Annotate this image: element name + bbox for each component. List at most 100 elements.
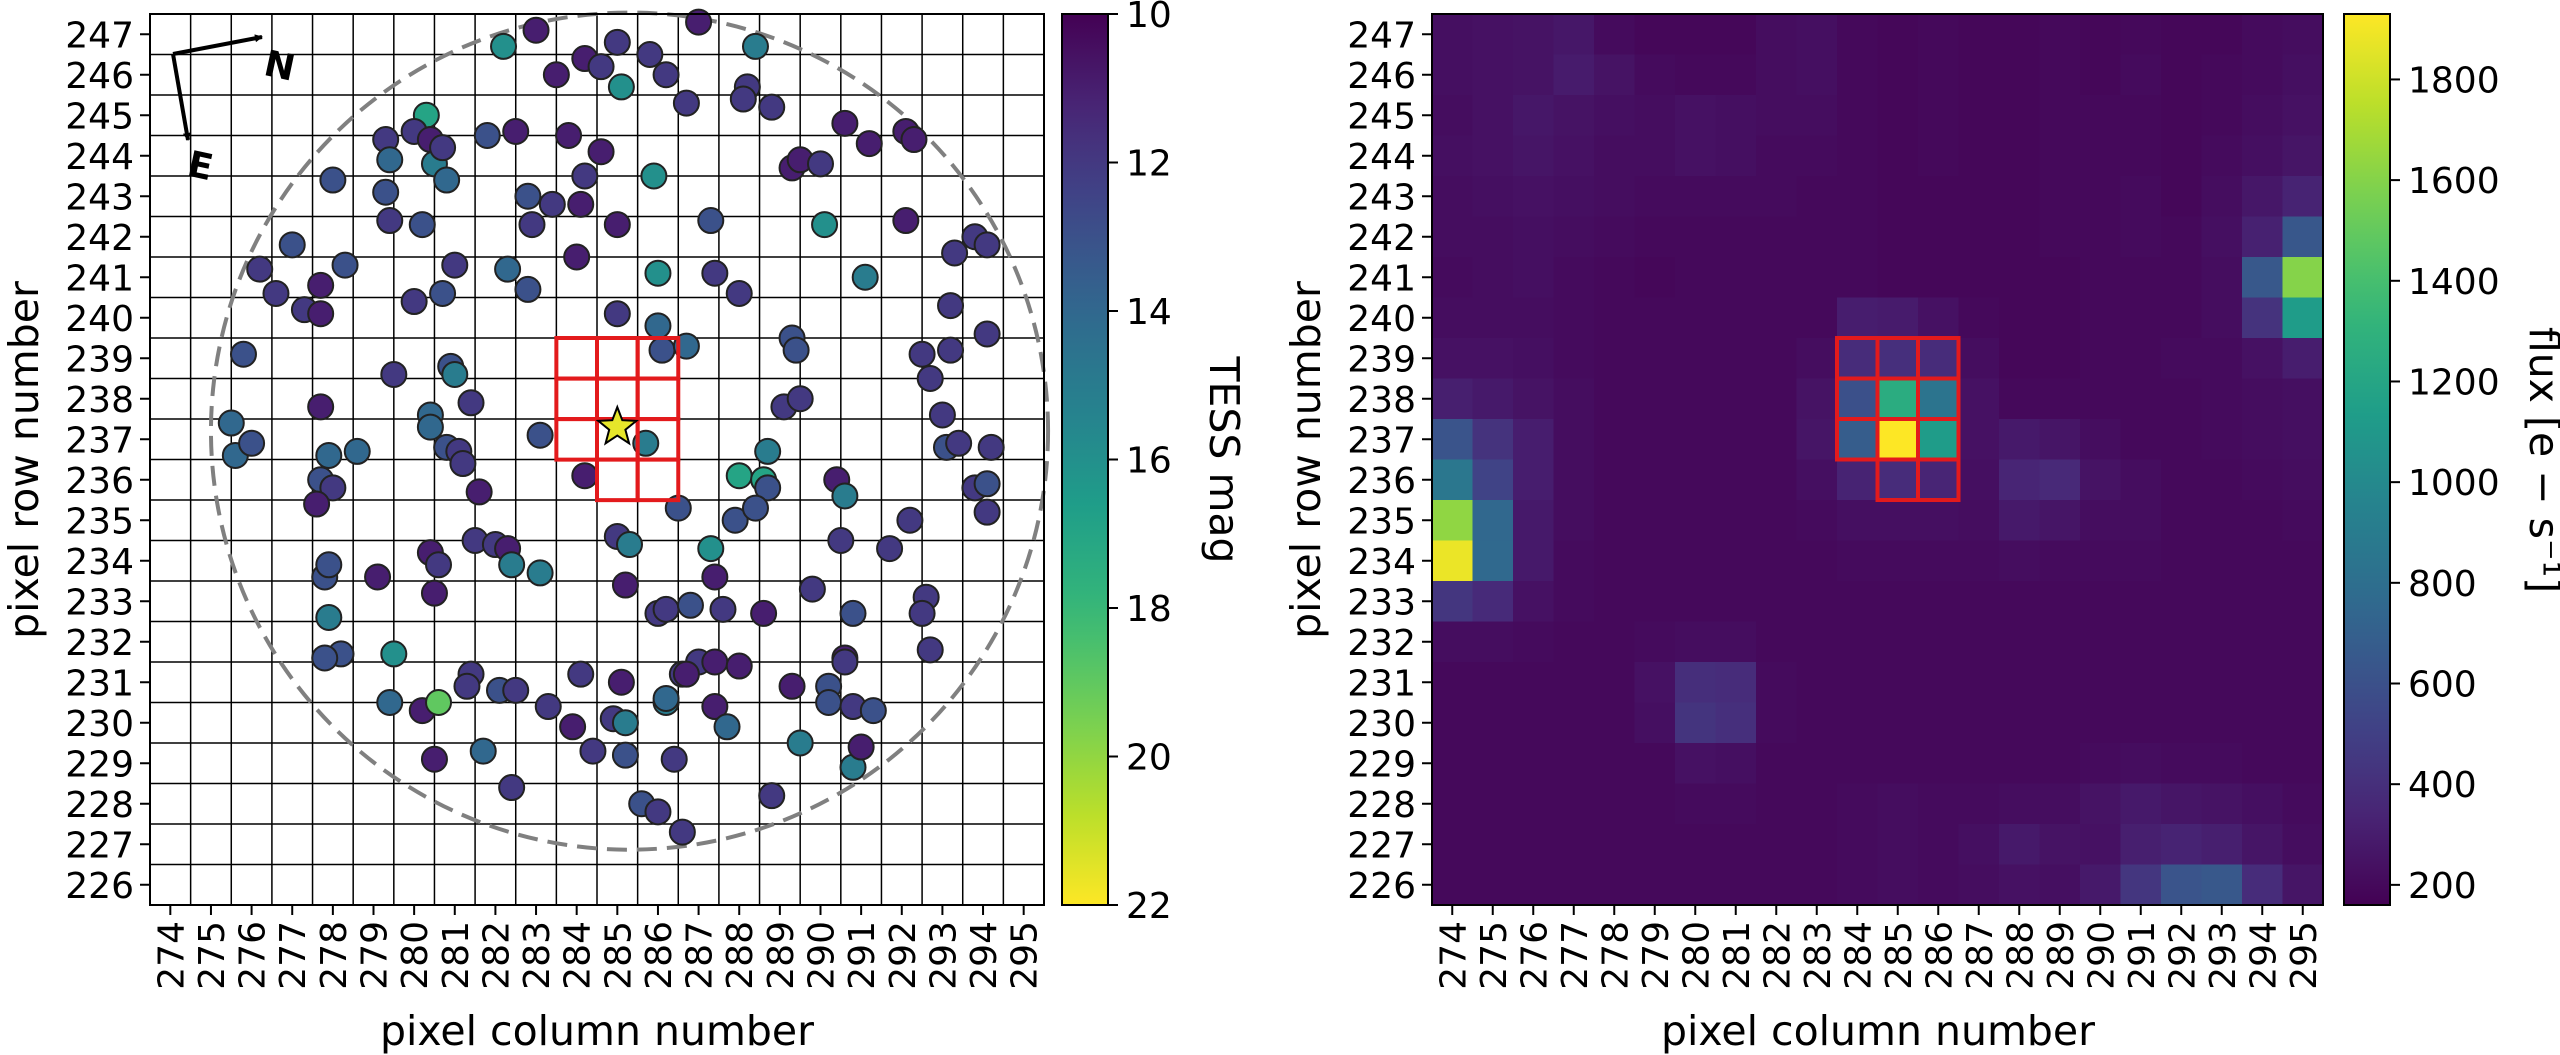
heatmap-cell: [2282, 459, 2324, 501]
heatmap-cell: [1756, 702, 1798, 744]
star-marker: [709, 595, 737, 623]
heatmap-cell: [1594, 459, 1636, 501]
x-tick-label: 289: [2041, 921, 2082, 990]
heatmap-cell: [2282, 743, 2324, 785]
heatmap-cell: [2080, 419, 2122, 461]
heatmap-cell: [1958, 338, 2000, 380]
heatmap-cell: [2282, 500, 2324, 542]
heatmap-cell: [1715, 864, 1757, 906]
heatmap-cell: [2080, 14, 2122, 56]
colorbar-tick-label: 12: [1126, 144, 1172, 185]
heatmap-cell: [2161, 459, 2203, 501]
star-marker: [542, 61, 570, 89]
heatmap-cell: [1837, 540, 1879, 582]
heatmap-cell: [1675, 54, 1717, 96]
heatmap-cell: [2242, 540, 2284, 582]
star-marker: [380, 640, 408, 668]
heatmap-cell: [1594, 338, 1636, 380]
heatmap-cell: [1715, 14, 1757, 56]
heatmap-cell: [1756, 14, 1798, 56]
star-marker: [685, 8, 713, 36]
heatmap-cell: [1918, 500, 1960, 542]
heatmap-cell: [1432, 257, 1474, 299]
heatmap-cell: [1432, 783, 1474, 825]
star-marker: [571, 462, 599, 490]
magnitude-colorbar-ticks: 10 12 14 16 18 20 22: [1108, 0, 1172, 927]
star-marker: [498, 774, 526, 802]
heatmap-cell: [1958, 54, 2000, 96]
north-arrow: [172, 34, 263, 56]
heatmap-cell: [1837, 662, 1879, 704]
heatmap-cell: [1472, 216, 1514, 258]
pixel-grid: [149, 13, 1045, 906]
colorbar-tick-label: 800: [2408, 564, 2477, 605]
heatmap-cell: [1999, 702, 2041, 744]
y-tick-label: 232: [65, 623, 134, 664]
y-tick-label: 233: [1347, 582, 1416, 623]
heatmap-cell: [2282, 54, 2324, 96]
heatmap-cell: [1715, 419, 1757, 461]
y-tick-label: 244: [65, 137, 134, 178]
star-marker: [319, 166, 347, 194]
heatmap-cell: [1796, 662, 1838, 704]
heatmap-cell: [2120, 662, 2162, 704]
heatmap-cell: [1594, 135, 1636, 177]
star-marker: [973, 320, 1001, 348]
heatmap-cell: [2201, 297, 2243, 339]
heatmap-cell: [1553, 257, 1595, 299]
heatmap-cell: [1958, 702, 2000, 744]
y-tick-label: 228: [65, 785, 134, 826]
heatmap-cell: [2039, 54, 2081, 96]
heatmap-cell: [2201, 864, 2243, 906]
star-marker: [420, 579, 448, 607]
star-marker: [567, 660, 595, 688]
x-tick-label: 278: [314, 921, 355, 990]
heatmap-cell: [1837, 621, 1879, 663]
heatmap-cell: [1796, 14, 1838, 56]
heatmap-cell: [2039, 824, 2081, 866]
heatmap-cell: [1715, 459, 1757, 501]
colorbar-tick-label: 16: [1126, 441, 1172, 482]
heatmap-cell: [1513, 54, 1555, 96]
star-marker: [278, 231, 306, 259]
y-tick-label: 237: [1347, 420, 1416, 461]
heatmap-cell: [2080, 54, 2122, 96]
heatmap-cell: [1553, 14, 1595, 56]
heatmap-cell: [2282, 216, 2324, 258]
heatmap-cell: [2161, 176, 2203, 218]
east-arrow: [171, 53, 191, 141]
star-marker: [725, 652, 753, 680]
heatmap-cell: [1513, 378, 1555, 420]
star-marker: [315, 551, 343, 579]
heatmap-cell: [1877, 378, 1919, 420]
heatmap-cell: [2242, 783, 2284, 825]
heatmap-cell: [1715, 54, 1757, 96]
heatmap-cell: [2201, 135, 2243, 177]
x-tick-label: 289: [761, 921, 802, 990]
right-y-axis-label: pixel row number: [1282, 281, 1330, 639]
heatmap-cell: [1796, 540, 1838, 582]
y-tick-label: 245: [65, 96, 134, 137]
heatmap-cell: [1918, 662, 1960, 704]
x-tick-label: 276: [233, 921, 274, 990]
heatmap-cell: [1513, 297, 1555, 339]
heatmap-cell: [2282, 419, 2324, 461]
aperture-pixel: [1916, 457, 1961, 502]
heatmap-cell: [1513, 135, 1555, 177]
heatmap-cell: [2120, 581, 2162, 623]
heatmap-cell: [2080, 297, 2122, 339]
colorbar-tick-label: 18: [1126, 589, 1172, 630]
heatmap-cell: [1918, 378, 1960, 420]
heatmap-cell: [2080, 783, 2122, 825]
heatmap-cell: [1513, 864, 1555, 906]
star-marker: [449, 450, 477, 478]
star-marker: [786, 385, 814, 413]
heatmap-cell: [2242, 500, 2284, 542]
heatmap-cell: [1756, 419, 1798, 461]
heatmap-cell: [1918, 702, 1960, 744]
heatmap-cell: [1958, 743, 2000, 785]
heatmap-cell: [1837, 176, 1879, 218]
heatmap-cell: [1999, 581, 2041, 623]
star-marker: [851, 263, 879, 291]
x-tick-label: 276: [1514, 921, 1555, 990]
